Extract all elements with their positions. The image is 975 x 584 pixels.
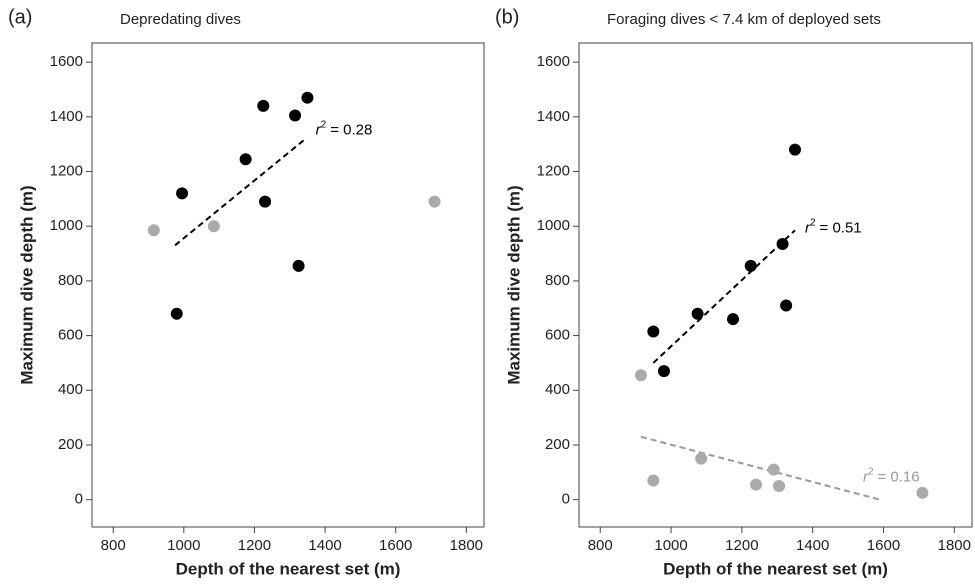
data-point bbox=[647, 325, 660, 338]
y-tick-label: 400 bbox=[58, 381, 83, 398]
x-tick-label: 800 bbox=[588, 537, 613, 554]
data-point bbox=[776, 237, 789, 250]
r-symbol: r bbox=[805, 219, 811, 236]
data-point bbox=[750, 478, 763, 491]
x-tick-label: 1200 bbox=[238, 537, 271, 554]
data-point bbox=[176, 187, 189, 200]
data-point bbox=[428, 195, 441, 208]
data-point bbox=[634, 369, 647, 382]
y-tick-label: 1000 bbox=[537, 217, 570, 234]
x-axis-label: Depth of the nearest set (m) bbox=[176, 559, 401, 578]
y-tick-label: 800 bbox=[58, 272, 83, 289]
y-tick-label: 400 bbox=[545, 381, 570, 398]
r-power: 2 bbox=[868, 466, 874, 477]
r-symbol: r bbox=[316, 122, 322, 139]
x-tick-label: 1600 bbox=[867, 537, 900, 554]
x-tick-label: 1000 bbox=[167, 537, 200, 554]
data-point bbox=[259, 195, 272, 208]
data-point bbox=[657, 365, 670, 378]
y-tick-label: 600 bbox=[58, 327, 83, 344]
x-tick-label: 1000 bbox=[654, 537, 687, 554]
y-tick-label: 1400 bbox=[537, 108, 570, 125]
panel-label: (b) bbox=[495, 6, 519, 28]
x-tick-label: 1400 bbox=[796, 537, 829, 554]
data-point bbox=[916, 486, 929, 499]
data-point bbox=[767, 463, 780, 476]
y-tick-label: 800 bbox=[545, 272, 570, 289]
plot-frame bbox=[91, 42, 485, 528]
y-axis-label: Maximum dive depth (m) bbox=[504, 185, 523, 384]
x-tick-label: 1800 bbox=[938, 537, 971, 554]
y-axis-label: Maximum dive depth (m) bbox=[17, 185, 36, 384]
y-tick-label: 200 bbox=[58, 436, 83, 453]
r-symbol: r bbox=[863, 469, 869, 486]
x-tick-label: 1200 bbox=[725, 537, 758, 554]
trend-line bbox=[174, 137, 307, 247]
data-point bbox=[773, 479, 786, 492]
data-point bbox=[257, 99, 270, 112]
chart-title: Foraging dives < 7.4 km of deployed sets bbox=[607, 11, 881, 28]
y-tick-label: 1600 bbox=[537, 53, 570, 70]
data-point bbox=[239, 153, 252, 166]
data-point bbox=[147, 224, 160, 237]
data-point bbox=[289, 109, 302, 122]
y-tick-label: 600 bbox=[545, 327, 570, 344]
y-tick-label: 1000 bbox=[50, 217, 83, 234]
y-tick-label: 1200 bbox=[50, 162, 83, 179]
data-point bbox=[744, 259, 757, 272]
r-power: 2 bbox=[321, 119, 327, 130]
r-squared-annotation: r2 = 0.16 bbox=[863, 466, 920, 485]
plot-frame bbox=[578, 42, 973, 528]
x-tick-label: 1600 bbox=[379, 537, 412, 554]
data-point bbox=[780, 299, 793, 312]
y-tick-label: 1200 bbox=[537, 162, 570, 179]
r-value: = 0.28 bbox=[330, 122, 372, 139]
r-value: = 0.16 bbox=[878, 469, 920, 486]
y-tick-label: 1600 bbox=[50, 53, 83, 70]
r-power: 2 bbox=[810, 217, 816, 228]
y-tick-label: 200 bbox=[545, 436, 570, 453]
data-point bbox=[695, 452, 708, 465]
data-point bbox=[207, 220, 220, 233]
x-tick-label: 1800 bbox=[450, 537, 483, 554]
panel-label: (a) bbox=[8, 6, 32, 28]
x-axis-label: Depth of the nearest set (m) bbox=[663, 559, 888, 578]
data-point bbox=[727, 313, 740, 326]
data-point bbox=[788, 143, 801, 156]
data-point bbox=[647, 474, 660, 487]
data-point bbox=[292, 259, 305, 272]
r-squared-annotation: r2 = 0.28 bbox=[316, 119, 373, 138]
x-tick-label: 800 bbox=[101, 537, 126, 554]
x-tick-label: 1400 bbox=[308, 537, 341, 554]
y-tick-label: 1400 bbox=[50, 108, 83, 125]
y-tick-label: 0 bbox=[75, 491, 83, 508]
data-point bbox=[301, 91, 314, 104]
r-squared-annotation: r2 = 0.51 bbox=[805, 217, 862, 236]
trend-line bbox=[652, 229, 796, 364]
chart-title: Depredating dives bbox=[120, 11, 241, 28]
trend-line bbox=[640, 435, 881, 501]
y-tick-label: 0 bbox=[562, 491, 570, 508]
r-value: = 0.51 bbox=[820, 219, 862, 236]
data-point bbox=[170, 307, 183, 320]
data-point bbox=[691, 307, 704, 320]
